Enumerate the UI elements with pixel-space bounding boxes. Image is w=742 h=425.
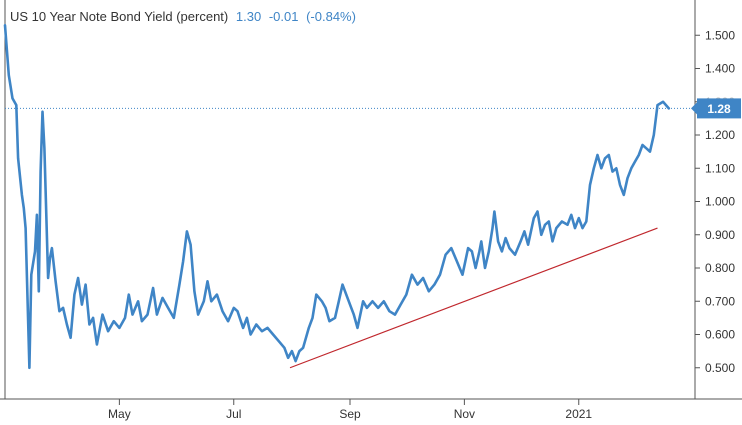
chart-title: US 10 Year Note Bond Yield (percent) 1.3…: [10, 9, 356, 24]
series-title: US 10 Year Note Bond Yield (percent): [10, 9, 229, 24]
x-tick-label: Jul: [226, 407, 241, 421]
last-value-badge-label: 1.28: [707, 102, 731, 116]
y-tick-label: 1.000: [705, 195, 735, 209]
y-tick-label: 1.400: [705, 62, 735, 76]
y-tick-label: 1.100: [705, 161, 735, 175]
trendline-layer: [289, 227, 658, 369]
change-value: -0.01: [268, 9, 299, 24]
last-value-badge-bg: [697, 98, 741, 119]
y-tick-label: 0.900: [705, 228, 735, 242]
y-tick-label: 1.500: [705, 28, 735, 42]
change-percent: (-0.84%): [306, 9, 356, 24]
x-tick-label: 2021: [565, 407, 592, 421]
support-trendline: [289, 227, 658, 369]
last-value-badge-pointer: [691, 102, 697, 115]
y-tick-label: 0.600: [705, 328, 735, 342]
yield-series-line: [3, 24, 671, 370]
y-tick-label: 1.200: [705, 128, 735, 142]
x-tick-label: Sep: [339, 407, 361, 421]
x-tick-label: Nov: [454, 407, 475, 421]
series-layer: [3, 24, 671, 370]
x-tick-label: May: [108, 407, 131, 421]
y-tick-label: 0.700: [705, 294, 735, 308]
y-tick-label: 0.800: [705, 261, 735, 275]
last-value-badge: 1.28: [691, 98, 741, 119]
last-value: 1.30: [235, 9, 262, 24]
y-tick-label: 0.500: [705, 361, 735, 375]
